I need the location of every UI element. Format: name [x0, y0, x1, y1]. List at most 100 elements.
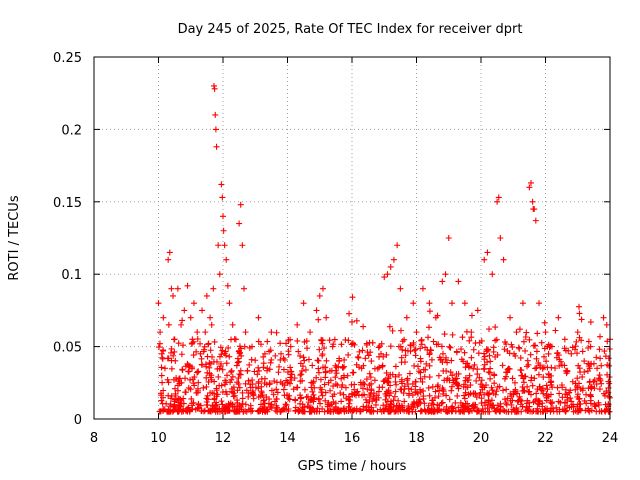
background-point [525, 389, 532, 396]
background-point [197, 402, 204, 409]
background-point [182, 389, 189, 396]
data-point [507, 314, 514, 321]
background-point [385, 403, 392, 410]
background-point [525, 361, 532, 368]
background-point [522, 347, 529, 354]
background-point [260, 364, 267, 371]
background-point [297, 372, 304, 379]
background-point [395, 408, 402, 415]
background-point [268, 387, 275, 394]
background-point [339, 364, 346, 371]
background-point [235, 375, 242, 382]
background-point [297, 392, 304, 399]
background-point [520, 387, 527, 394]
background-point [392, 373, 399, 380]
background-point [316, 408, 323, 415]
data-point [249, 343, 256, 350]
background-point [606, 393, 613, 400]
background-point [370, 407, 377, 414]
background-point [552, 327, 559, 334]
background-point [305, 356, 312, 363]
background-point [310, 396, 317, 403]
background-point [434, 408, 441, 415]
x-tick-label: 16 [344, 431, 361, 446]
background-point [479, 384, 486, 391]
background-point [447, 344, 454, 351]
background-point [463, 360, 470, 367]
background-point [470, 401, 477, 408]
background-point [309, 380, 316, 387]
background-point [219, 401, 226, 408]
background-point [468, 334, 475, 341]
background-point [497, 403, 504, 410]
background-point [415, 368, 422, 375]
background-point [421, 400, 428, 407]
background-point [382, 405, 389, 412]
background-point [318, 389, 325, 396]
background-point [425, 334, 432, 341]
background-point [535, 371, 542, 378]
background-point [363, 341, 370, 348]
background-point [533, 390, 540, 397]
background-point [532, 342, 539, 349]
background-point [355, 354, 362, 361]
background-point [285, 337, 292, 344]
background-point [485, 369, 492, 376]
background-point [171, 398, 178, 405]
background-point [335, 408, 342, 415]
data-point [300, 300, 307, 307]
x-tick-label: 8 [90, 431, 98, 446]
background-point [192, 406, 199, 413]
background-point [556, 362, 563, 369]
background-point [159, 354, 166, 361]
data-point [268, 329, 275, 336]
background-point [360, 323, 367, 330]
background-point [412, 408, 419, 415]
background-point [170, 352, 177, 359]
background-point [389, 327, 396, 334]
background-point [425, 384, 432, 391]
background-point [487, 365, 494, 372]
background-point [474, 407, 481, 414]
data-point [394, 242, 401, 249]
background-point [523, 329, 530, 336]
background-point [266, 396, 273, 403]
data-point [484, 249, 491, 256]
background-point [374, 365, 381, 372]
background-point [159, 379, 166, 386]
background-point [183, 407, 190, 414]
x-tick-label: 18 [408, 431, 425, 446]
background-point [585, 338, 592, 345]
background-point [584, 368, 591, 375]
background-point [444, 359, 451, 366]
data-point [158, 350, 165, 357]
background-point [502, 339, 509, 346]
background-point [345, 396, 352, 403]
background-point [301, 403, 308, 410]
background-point [572, 407, 579, 414]
background-point [369, 339, 376, 346]
background-point [391, 393, 398, 400]
background-point [348, 390, 355, 397]
background-point [315, 357, 322, 364]
background-point [165, 321, 172, 328]
background-point [190, 352, 197, 359]
background-point [401, 336, 408, 343]
background-point [222, 348, 229, 355]
background-point [479, 405, 486, 412]
background-point [322, 397, 329, 404]
background-point [476, 374, 483, 381]
background-point [579, 373, 586, 380]
background-point [461, 395, 468, 402]
data-point [481, 256, 488, 263]
data-point [307, 329, 314, 336]
background-point [470, 365, 477, 372]
background-point [508, 393, 515, 400]
background-point [509, 397, 516, 404]
background-point [491, 371, 498, 378]
background-point [362, 396, 369, 403]
axis-ticks: 8 10 12 14 16 18 20 22 24 0 0.05 0.1 0.15 0.2 0.25 [53, 51, 618, 446]
background-point [167, 349, 174, 356]
background-point [204, 353, 211, 360]
background-point [503, 373, 510, 380]
